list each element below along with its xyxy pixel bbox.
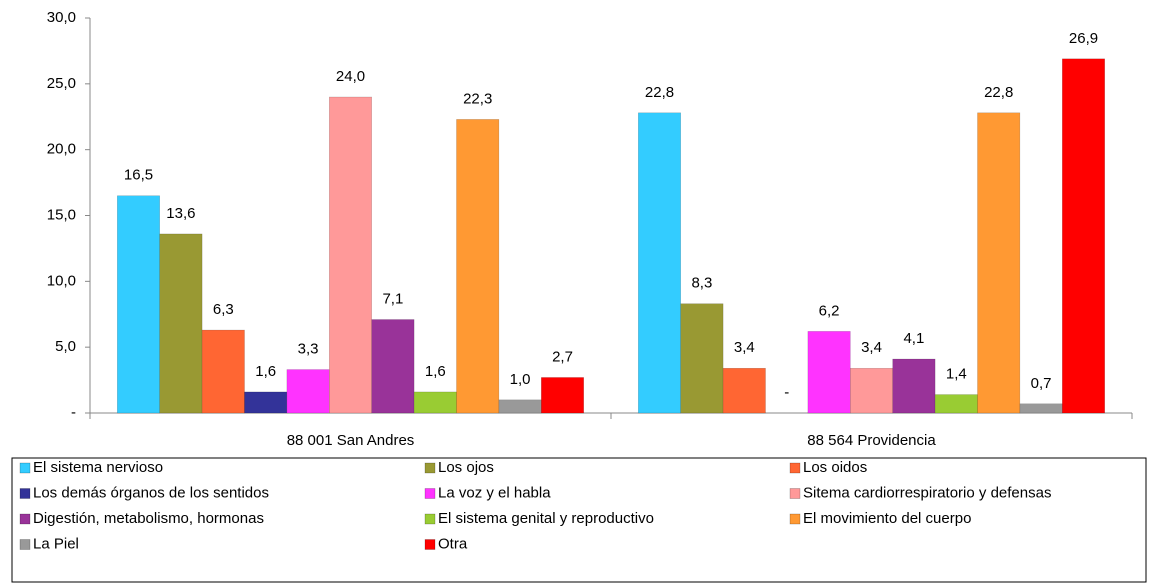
y-tick-label: 15,0: [47, 206, 76, 223]
bar: [680, 303, 724, 414]
legend-label: Los oidos: [803, 459, 867, 476]
bar: [638, 112, 681, 414]
legend-swatch: [424, 488, 436, 499]
bar: [159, 233, 203, 414]
legend-swatch: [789, 462, 801, 474]
legend-swatch: [19, 513, 31, 525]
value-label: 3,3: [298, 341, 319, 358]
legend-label: La voz y el habla: [438, 484, 551, 501]
y-tick-label: 20,0: [47, 141, 76, 158]
legend-swatch: [19, 462, 31, 474]
bar: [934, 394, 978, 414]
value-label: 26,9: [1069, 30, 1098, 47]
legend-label: La Piel: [33, 535, 79, 552]
legend-label: El movimiento del cuerpo: [803, 510, 971, 527]
bar: [244, 391, 288, 414]
value-label: 1,0: [510, 371, 531, 388]
bar: [850, 367, 893, 414]
value-label: 24,0: [336, 68, 365, 85]
bar: [413, 391, 457, 414]
value-label: 22,3: [463, 90, 492, 107]
y-tick-label: 25,0: [47, 75, 76, 92]
bar: [201, 329, 245, 414]
value-label: 1,6: [425, 363, 446, 380]
bar: [541, 377, 584, 414]
legend-label: Los demás órganos de los sentidos: [33, 484, 269, 501]
y-tick-label: 30,0: [47, 9, 76, 26]
value-label: 8,3: [691, 275, 712, 292]
legend-label: Digestión, metabolismo, hormonas: [33, 510, 264, 527]
value-label: 22,8: [984, 84, 1013, 101]
value-label: 2,7: [552, 348, 573, 365]
y-tick-label: 5,0: [55, 338, 76, 355]
legend-swatch: [19, 488, 31, 499]
legend-label: Los ojos: [438, 459, 494, 476]
x-tick-label: 88 001 San Andres: [287, 432, 415, 449]
x-tick-label: 88 564 Providencia: [807, 432, 936, 449]
legend-swatch: [424, 462, 436, 474]
legend-swatch: [19, 539, 31, 550]
value-label: 13,6: [166, 205, 195, 222]
legend-box: [11, 457, 1147, 583]
legend-swatch: [424, 513, 436, 525]
legend-label: El sistema genital y reproductivo: [438, 510, 654, 527]
bar: [722, 367, 766, 414]
value-label: 1,4: [946, 366, 967, 383]
bar: [117, 195, 160, 414]
value-label: 7,1: [382, 290, 403, 307]
y-tick-label: 10,0: [47, 272, 76, 289]
bar: [498, 399, 542, 414]
value-label: 3,4: [734, 339, 755, 356]
value-label: 6,3: [213, 301, 234, 318]
value-label: 6,2: [819, 302, 840, 319]
legend-label: El sistema nervioso: [33, 459, 163, 476]
legend-swatch: [789, 488, 801, 499]
bar: [807, 331, 851, 414]
bar: [371, 319, 415, 414]
legend-swatch: [789, 513, 801, 525]
legend-label: Sitema cardiorrespiratorio y defensas: [803, 484, 1051, 501]
bar: [892, 358, 936, 414]
bar: [329, 96, 372, 414]
bar: [977, 112, 1021, 414]
bar: [456, 119, 500, 414]
bar: [286, 369, 330, 414]
bar: [1062, 58, 1105, 414]
value-label: 3,4: [861, 339, 882, 356]
bar: [1019, 403, 1063, 414]
value-label: 22,8: [645, 84, 674, 101]
value-label: -: [784, 384, 789, 401]
value-label: 4,1: [903, 330, 924, 347]
legend-label: Otra: [438, 535, 468, 552]
value-label: 16,5: [124, 167, 153, 184]
y-tick-label: -: [71, 404, 76, 421]
value-label: 1,6: [255, 363, 276, 380]
legend-swatch: [424, 539, 436, 550]
value-label: 0,7: [1031, 375, 1052, 392]
